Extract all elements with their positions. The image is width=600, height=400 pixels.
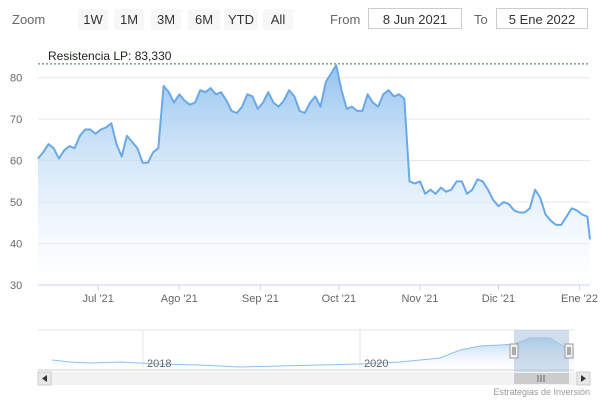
y-tick-label: 80 bbox=[10, 73, 22, 85]
zoom-label: Zoom bbox=[12, 12, 46, 27]
from-date-input[interactable]: 8 Jun 2021 bbox=[368, 8, 462, 29]
resistance-label: Resistencia LP: 83,330 bbox=[48, 49, 172, 63]
scrollbar[interactable] bbox=[37, 371, 591, 386]
zoom-1w-button[interactable]: 1W bbox=[78, 9, 108, 30]
to-label: To bbox=[474, 12, 488, 27]
arrow-right-icon bbox=[581, 375, 586, 382]
price-area bbox=[38, 65, 590, 285]
x-tick-label: Sep '21 bbox=[242, 293, 279, 305]
y-tick-label: 60 bbox=[10, 156, 22, 168]
x-tick-label: Ago '21 bbox=[161, 293, 198, 305]
navigator-area bbox=[52, 338, 574, 370]
y-tick-label: 40 bbox=[10, 239, 22, 251]
x-tick-label: Nov '21 bbox=[401, 293, 438, 305]
zoom-ytd-button[interactable]: YTD bbox=[224, 9, 258, 30]
zoom-1m-button[interactable]: 1M bbox=[114, 9, 144, 30]
x-axis: Jul '21 Ago '21 Sep '21 Oct '21 Nov '21 Dic '… bbox=[38, 284, 598, 305]
navigator-selection[interactable] bbox=[514, 330, 569, 372]
x-tick-label: Oct '21 bbox=[322, 293, 357, 305]
x-tick-label: Ene '22 bbox=[561, 293, 598, 305]
y-tick-label: 50 bbox=[10, 197, 22, 209]
x-tick-label: Jul '21 bbox=[82, 293, 113, 305]
navigator-tick-label: 2020 bbox=[364, 358, 388, 370]
zoom-6m-button[interactable]: 6M bbox=[188, 9, 220, 30]
scrollbar-track[interactable] bbox=[38, 372, 590, 385]
x-tick-label: Dic '21 bbox=[482, 293, 515, 305]
range-selector: Zoom 1W 1M 3M 6M YTD All From 8 Jun 2021… bbox=[0, 0, 600, 40]
y-axis: 30 40 50 60 70 80 bbox=[10, 73, 22, 292]
series-area bbox=[38, 65, 590, 285]
zoom-3m-button[interactable]: 3M bbox=[151, 9, 181, 30]
arrow-left-icon bbox=[42, 375, 47, 382]
y-tick-label: 30 bbox=[10, 280, 22, 292]
navigator-right-handle[interactable] bbox=[564, 343, 574, 359]
from-label: From bbox=[330, 12, 361, 27]
navigator-tick-label: 2018 bbox=[147, 358, 171, 370]
to-date-input[interactable]: 5 Ene 2022 bbox=[496, 8, 588, 29]
resistance-annotation: Resistencia LP: 83,330 bbox=[38, 49, 590, 65]
y-tick-label: 70 bbox=[10, 114, 22, 126]
navigator[interactable]: 2018 2020 bbox=[38, 329, 575, 372]
zoom-all-button[interactable]: All bbox=[263, 9, 293, 30]
navigator-left-handle[interactable] bbox=[509, 343, 519, 359]
price-line bbox=[37, 64, 591, 240]
chart-credit: Estrategias de Inversión bbox=[493, 387, 590, 397]
series-line bbox=[37, 64, 591, 240]
